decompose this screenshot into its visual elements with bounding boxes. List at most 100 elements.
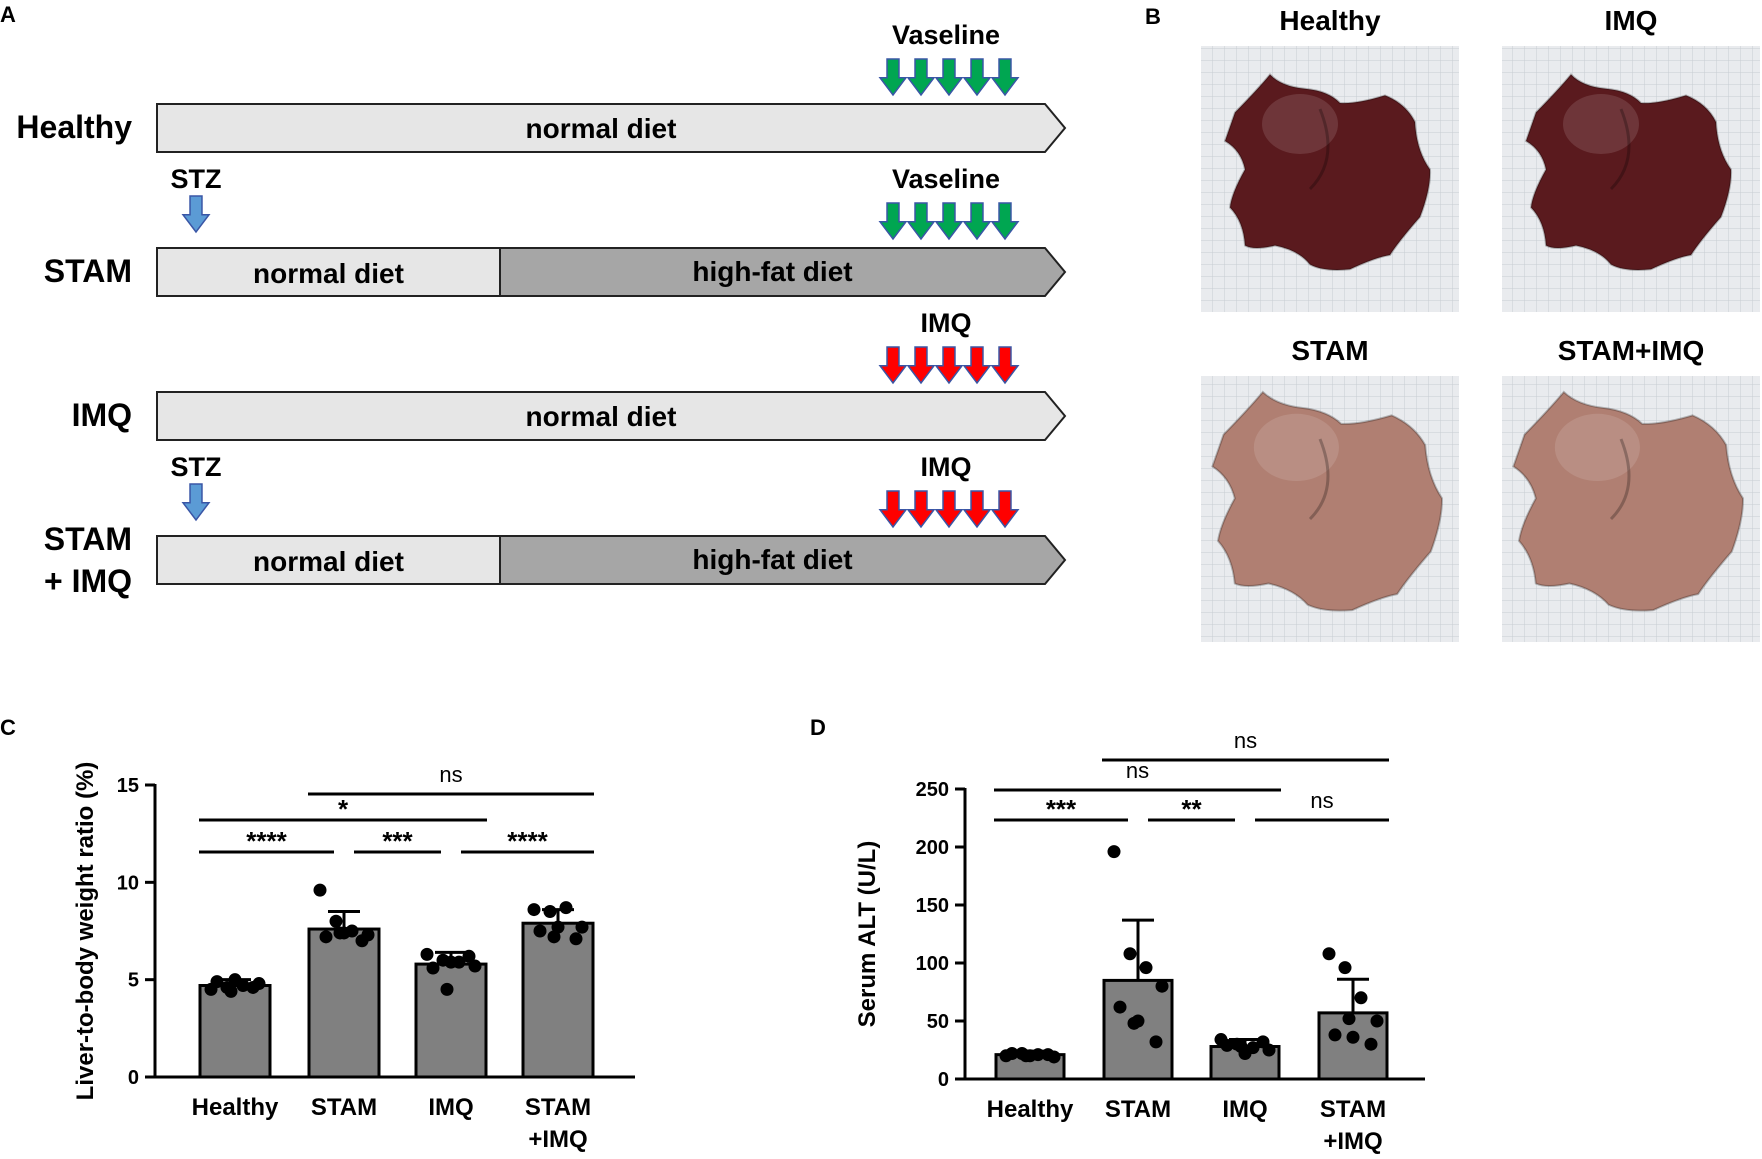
significance-label: ns: [1126, 758, 1149, 783]
y-tick-label: 5: [128, 970, 139, 992]
data-point: [468, 959, 482, 973]
data-point: [444, 955, 458, 969]
photo-title: STAM+IMQ: [1558, 335, 1704, 366]
imq-arrow-icon: [878, 346, 908, 385]
data-point: [1220, 1038, 1234, 1052]
imq-arrow-icon: [878, 490, 908, 529]
row-label: Healthy: [16, 109, 132, 145]
stz-label: STZ: [171, 452, 222, 482]
significance-label: **: [1181, 794, 1202, 824]
data-point: [1354, 991, 1368, 1005]
data-point: [1364, 1037, 1378, 1051]
y-tick-label: 10: [117, 872, 139, 894]
imq-arrow-icon: [962, 346, 992, 385]
liver-shape: [1524, 72, 1733, 271]
stz-arrow-icon: [181, 483, 211, 522]
liver-lobe-highlight: [1253, 413, 1339, 481]
significance-label: ns: [439, 762, 462, 787]
vaseline-arrow-icon: [934, 58, 964, 97]
imq-arrow-icon: [990, 346, 1020, 385]
treatment-label: Vaseline: [892, 164, 1000, 194]
segment-label: high-fat diet: [692, 256, 852, 287]
data-point: [551, 920, 565, 934]
segment-label: normal diet: [526, 113, 677, 144]
segment-label: high-fat diet: [692, 544, 852, 575]
liver-shape: [1512, 390, 1745, 612]
data-point: [246, 980, 260, 994]
significance-label: ***: [382, 826, 413, 856]
y-tick-label: 200: [916, 837, 949, 859]
data-point: [313, 883, 327, 897]
panel-b-liver-photos: B Healthy IMQ STAM STAM+IMQ: [1145, 4, 1760, 642]
x-tick-label: IMQ: [428, 1094, 473, 1121]
data-point: [462, 949, 476, 963]
data-point: [1127, 1016, 1141, 1030]
x-tick-label: STAM: [311, 1094, 377, 1121]
normal-diet-segment: [156, 535, 501, 585]
x-tick-label: Healthy: [987, 1096, 1074, 1123]
data-point: [1342, 1012, 1356, 1026]
data-point: [1256, 1035, 1270, 1049]
y-tick-label: 0: [128, 1067, 139, 1089]
panel-letter-a: A: [0, 2, 16, 27]
treatment-label: Vaseline: [892, 20, 1000, 50]
imq-arrow-icon: [990, 490, 1020, 529]
x-tick-label: +IMQ: [528, 1126, 587, 1153]
panel-letter-c: C: [0, 715, 16, 740]
liver-lobe-highlight: [1262, 94, 1338, 154]
data-point: [1113, 1000, 1127, 1014]
significance-label: ns: [1234, 728, 1257, 753]
imq-arrow-icon: [934, 346, 964, 385]
x-tick-label: IMQ: [1222, 1096, 1267, 1123]
row-label: STAM: [44, 521, 132, 557]
vaseline-arrow-icon: [962, 58, 992, 97]
data-point: [1123, 947, 1137, 961]
liver-shape: [1211, 390, 1444, 612]
data-point: [329, 914, 343, 928]
data-point: [575, 920, 589, 934]
bar: [521, 921, 595, 1079]
data-point: [543, 905, 557, 919]
imq-arrow-icon: [906, 346, 936, 385]
bar: [1102, 978, 1174, 1081]
x-tick-label: STAM: [1320, 1096, 1386, 1123]
data-point: [1322, 947, 1336, 961]
data-point: [1019, 1049, 1033, 1063]
panel-letter-d: D: [810, 715, 826, 740]
x-tick-label: Healthy: [192, 1094, 279, 1121]
y-tick-label: 50: [927, 1011, 949, 1033]
liver-lobe-highlight: [1563, 94, 1639, 154]
data-point: [527, 903, 541, 917]
data-point: [426, 961, 440, 975]
data-point: [1346, 1030, 1360, 1044]
liver-fissure: [1609, 108, 1631, 191]
data-point: [228, 973, 242, 987]
y-tick-label: 15: [117, 775, 139, 797]
y-tick-label: 250: [916, 779, 949, 801]
data-point: [1041, 1048, 1055, 1062]
segment-label: normal diet: [253, 546, 404, 577]
photo-title: STAM: [1291, 335, 1368, 366]
data-point: [210, 975, 224, 989]
vaseline-arrow-icon: [906, 202, 936, 241]
imq-arrow-icon: [934, 490, 964, 529]
panel-d-serum-alt-chart: D 0 50 100 150 200 250 Serum ALT (U/L) Healthy ST…: [810, 715, 1425, 1155]
bar: [198, 984, 272, 1079]
data-point: [333, 926, 347, 940]
y-tick-label: 0: [938, 1069, 949, 1091]
treatment-label: IMQ: [921, 308, 972, 338]
data-point: [1234, 1040, 1248, 1054]
vaseline-arrow-icon: [990, 202, 1020, 241]
data-point: [1370, 1014, 1384, 1028]
photo-title: IMQ: [1605, 5, 1658, 36]
liver-fissure: [1609, 438, 1631, 521]
x-tick-label: STAM: [1105, 1096, 1171, 1123]
liver-lobe-highlight: [1554, 413, 1640, 481]
significance-label: ns: [1310, 788, 1333, 813]
panel-a-timeline: A Healthy normal diet Vaseline STAM normal di…: [0, 2, 1067, 599]
data-point: [1155, 979, 1169, 993]
y-tick-label: 150: [916, 895, 949, 917]
x-tick-label: +IMQ: [1323, 1128, 1382, 1155]
vaseline-arrow-icon: [878, 58, 908, 97]
significance-label: ***: [1046, 794, 1077, 824]
